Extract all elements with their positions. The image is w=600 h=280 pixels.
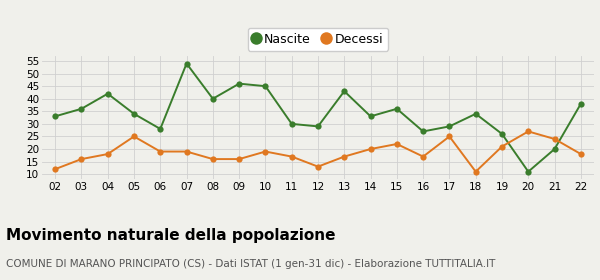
Decessi — [472, 170, 479, 173]
Decessi — [341, 155, 348, 158]
Line: Nascite: Nascite — [52, 60, 584, 175]
Decessi — [419, 155, 427, 158]
Nascite — [499, 132, 506, 136]
Nascite — [341, 90, 348, 93]
Nascite — [577, 102, 584, 106]
Decessi — [314, 165, 322, 168]
Nascite — [419, 130, 427, 133]
Decessi — [130, 135, 137, 138]
Nascite — [52, 115, 59, 118]
Nascite — [236, 82, 243, 85]
Decessi — [499, 145, 506, 148]
Decessi — [78, 157, 85, 161]
Nascite — [130, 112, 137, 116]
Nascite — [288, 122, 295, 125]
Decessi — [157, 150, 164, 153]
Decessi — [288, 155, 295, 158]
Text: Movimento naturale della popolazione: Movimento naturale della popolazione — [6, 228, 335, 243]
Nascite — [209, 97, 217, 101]
Nascite — [367, 115, 374, 118]
Decessi — [183, 150, 190, 153]
Legend: Nascite, Decessi: Nascite, Decessi — [248, 28, 388, 51]
Nascite — [78, 107, 85, 111]
Nascite — [262, 85, 269, 88]
Nascite — [472, 112, 479, 116]
Decessi — [52, 167, 59, 171]
Line: Decessi: Decessi — [52, 128, 584, 175]
Decessi — [551, 137, 558, 141]
Nascite — [393, 107, 400, 111]
Nascite — [104, 92, 112, 95]
Nascite — [524, 170, 532, 173]
Decessi — [262, 150, 269, 153]
Decessi — [104, 152, 112, 156]
Decessi — [577, 152, 584, 156]
Decessi — [524, 130, 532, 133]
Nascite — [446, 125, 453, 128]
Nascite — [551, 147, 558, 151]
Nascite — [314, 125, 322, 128]
Decessi — [367, 147, 374, 151]
Nascite — [183, 62, 190, 65]
Decessi — [446, 135, 453, 138]
Text: COMUNE DI MARANO PRINCIPATO (CS) - Dati ISTAT (1 gen-31 dic) - Elaborazione TUTT: COMUNE DI MARANO PRINCIPATO (CS) - Dati … — [6, 259, 496, 269]
Decessi — [236, 157, 243, 161]
Decessi — [393, 142, 400, 146]
Decessi — [209, 157, 217, 161]
Nascite — [157, 127, 164, 130]
